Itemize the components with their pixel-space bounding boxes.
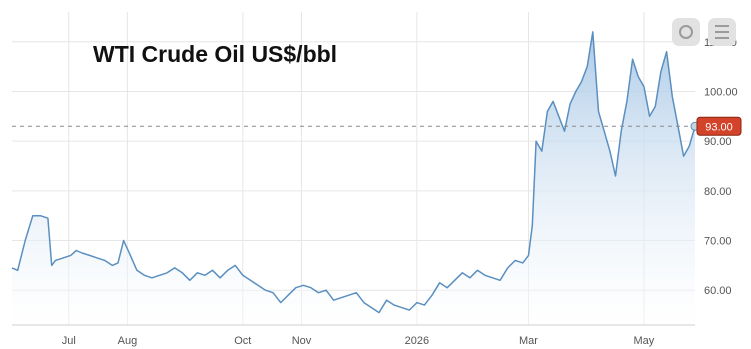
x-tick-label: Nov	[292, 335, 312, 347]
price-area	[12, 31, 695, 326]
last-value-badge	[696, 116, 742, 136]
axis-layer: 60.0070.0080.0090.00100.00110.00JulAugOc…	[12, 37, 738, 347]
x-tick-label: Aug	[118, 335, 138, 347]
y-tick-label: 60.00	[704, 285, 732, 297]
y-tick-label: 70.00	[704, 236, 732, 248]
x-tick-label: Jul	[62, 335, 76, 347]
x-tick-label: May	[634, 335, 655, 347]
circular-button-icon[interactable]	[672, 18, 700, 46]
x-tick-label: Oct	[234, 335, 251, 347]
last-value-badge-text: 93.00	[705, 121, 733, 133]
y-tick-label: 100.00	[704, 86, 738, 98]
y-tick-label: 90.00	[704, 136, 732, 148]
x-tick-label: 2026	[405, 335, 429, 347]
reference-layer: 93.00	[12, 116, 742, 136]
y-tick-label: 80.00	[704, 186, 732, 198]
chart-title: WTI Crude Oil US$/bbl	[93, 41, 337, 67]
x-tick-label: Mar	[519, 335, 538, 347]
series-layer	[11, 31, 696, 326]
menu-button-icon[interactable]	[708, 18, 736, 46]
price-line	[11, 31, 696, 314]
control-icons[interactable]	[672, 18, 736, 46]
